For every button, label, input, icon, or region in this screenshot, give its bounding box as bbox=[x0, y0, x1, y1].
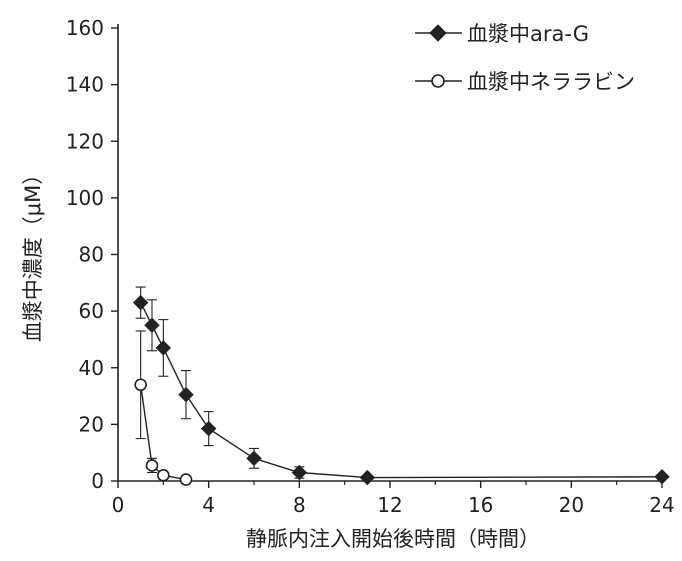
x-tick-label: 16 bbox=[468, 493, 493, 517]
data-point bbox=[144, 317, 160, 333]
data-point bbox=[132, 294, 149, 311]
legend-label-nelarabine: 血漿中ネララビン bbox=[467, 70, 635, 94]
data-point bbox=[179, 473, 193, 486]
y-tick-label: 160 bbox=[66, 16, 104, 40]
legend-marker-nelarabine bbox=[431, 74, 445, 88]
y-tick-label: 80 bbox=[79, 243, 104, 267]
y-ticks: 0 20 40 60 80 100 120 140 160 bbox=[66, 16, 118, 493]
y-tick-label: 0 bbox=[91, 469, 104, 493]
y-axis-label: 血漿中濃度（μM） bbox=[21, 164, 45, 342]
series-layer bbox=[132, 286, 670, 486]
data-point bbox=[145, 459, 159, 472]
x-tick-label: 24 bbox=[649, 493, 674, 517]
y-tick-label: 40 bbox=[79, 356, 104, 380]
series-1 bbox=[134, 330, 193, 486]
x-tick-label: 0 bbox=[112, 493, 125, 517]
legend: 血漿中ara-G 血漿中ネララビン bbox=[415, 22, 635, 94]
data-point bbox=[155, 340, 172, 356]
x-ticks: 0 4 8 12 16 20 24 bbox=[112, 481, 675, 517]
y-tick-label: 20 bbox=[79, 412, 104, 436]
series-line bbox=[140, 384, 187, 481]
x-axis-label: 静脈内注入開始後時間（時間） bbox=[246, 527, 540, 551]
data-point bbox=[157, 469, 170, 482]
x-tick-label: 12 bbox=[377, 493, 402, 517]
data-point bbox=[134, 378, 147, 392]
data-point bbox=[654, 469, 670, 485]
x-tick-label: 20 bbox=[559, 493, 584, 517]
data-point bbox=[246, 450, 262, 467]
legend-marker-ara-g bbox=[429, 24, 447, 42]
legend-label-ara-g: 血漿中ara-G bbox=[467, 22, 589, 46]
y-tick-label: 100 bbox=[66, 186, 104, 210]
data-point bbox=[200, 420, 217, 437]
data-point bbox=[359, 469, 376, 486]
data-point bbox=[291, 464, 308, 481]
series-0 bbox=[132, 286, 670, 486]
series-line bbox=[140, 302, 663, 479]
y-tick-label: 140 bbox=[66, 73, 104, 97]
x-tick-label: 8 bbox=[293, 493, 306, 517]
y-tick-label: 60 bbox=[79, 299, 104, 323]
x-tick-label: 4 bbox=[202, 493, 215, 517]
y-tick-label: 120 bbox=[66, 129, 104, 153]
data-point bbox=[178, 386, 194, 403]
